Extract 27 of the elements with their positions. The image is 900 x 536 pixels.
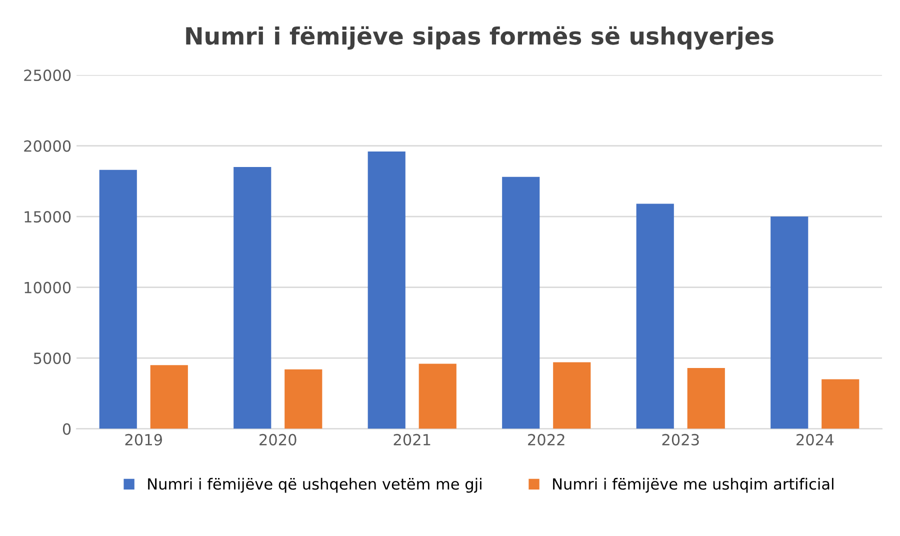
bar	[502, 176, 540, 429]
y-tick-label: 5000	[34, 352, 71, 364]
x-tick-label: 2020	[260, 434, 296, 446]
bar	[822, 379, 860, 429]
y-tick-label: 0	[62, 423, 71, 435]
chart-title: Numri i fëmijëve sipas formës së ushqyerjes	[186, 26, 774, 50]
bar	[99, 170, 137, 429]
bar	[368, 151, 406, 429]
x-tick-label: 2021	[394, 434, 430, 446]
legend-label: Numri i fëmijëve që ushqehen vetëm me gji	[148, 478, 482, 493]
legend-label: Numri i fëmijëve me ushqim artificial	[553, 478, 834, 493]
bar	[770, 216, 808, 429]
bar	[553, 362, 591, 429]
x-tick-label: 2022	[528, 434, 564, 446]
bar	[418, 364, 456, 429]
x-tick-label: 2019	[125, 434, 162, 446]
y-tick-label: 10000	[24, 282, 71, 294]
bar	[284, 369, 322, 429]
bar	[687, 368, 725, 429]
y-tick-label: 25000	[24, 70, 71, 82]
bar	[150, 365, 188, 429]
bar	[636, 204, 674, 429]
x-tick-label: 2024	[796, 434, 834, 446]
y-tick-label: 15000	[24, 211, 71, 223]
bar	[234, 167, 272, 429]
x-tick-label: 2023	[662, 434, 699, 446]
y-tick-label: 20000	[24, 140, 71, 152]
